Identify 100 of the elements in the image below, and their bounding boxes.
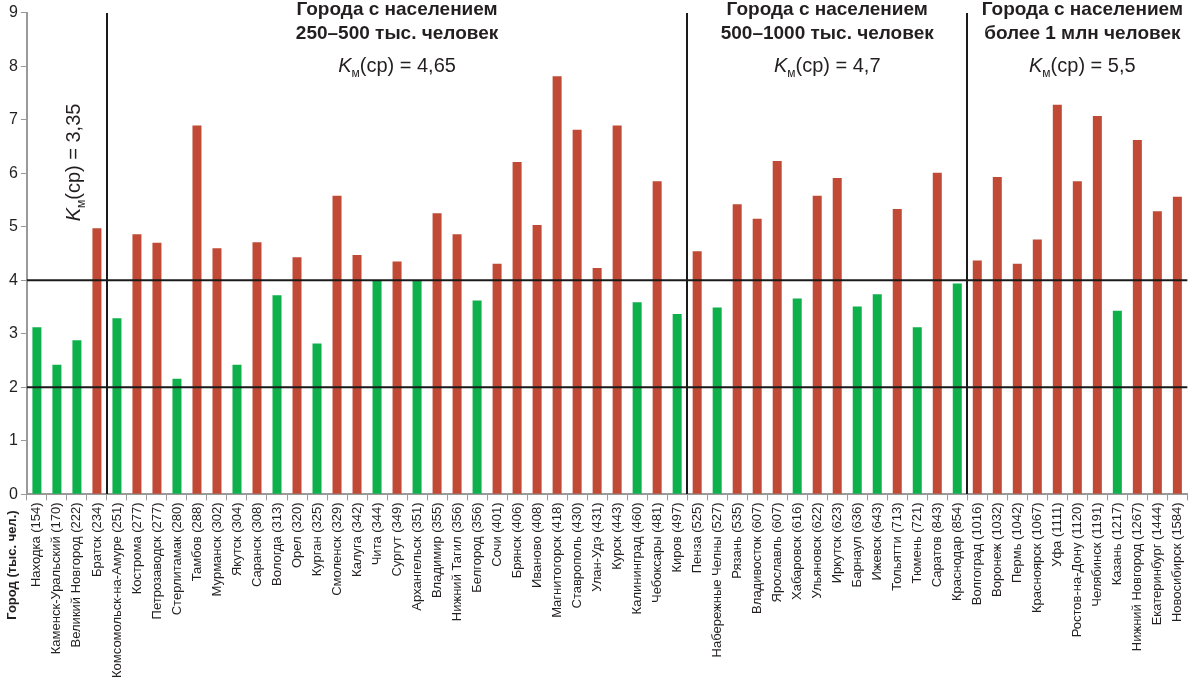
x-tick-label: Ульяновск (622) bbox=[808, 502, 824, 599]
x-tick-label: Краснодар (854) bbox=[948, 502, 964, 602]
bar bbox=[1032, 239, 1042, 494]
x-tick-label: Улан-Удэ (431) bbox=[588, 502, 604, 592]
bar bbox=[92, 228, 102, 494]
bar bbox=[1072, 181, 1082, 494]
bar bbox=[612, 125, 622, 494]
bar bbox=[972, 260, 982, 494]
bar bbox=[792, 298, 802, 494]
x-tick-label: Находка (154) bbox=[28, 502, 44, 588]
annotation: Города с населением 250–500 тыс. человек bbox=[295, 0, 499, 43]
x-tick-label: Якутск (304) bbox=[228, 502, 244, 577]
bar bbox=[352, 255, 362, 494]
bar bbox=[292, 257, 302, 494]
x-tick-label: Хабаровск (616) bbox=[788, 502, 804, 601]
bar bbox=[1152, 211, 1162, 494]
x-tick-label: Владивосток (607) bbox=[748, 502, 764, 614]
x-tick-label: Тюмень (721) bbox=[908, 502, 924, 584]
x-tick-label: Курск (443) bbox=[608, 502, 624, 570]
bar bbox=[672, 313, 682, 494]
annotation: Города с населением 500–1000 тыс. человек bbox=[720, 0, 935, 43]
x-tick-label: Владимир (355) bbox=[428, 502, 444, 599]
bar bbox=[112, 318, 122, 494]
x-tick-label: Чебоксары (481) bbox=[648, 502, 664, 603]
bar bbox=[52, 364, 62, 494]
bar bbox=[1132, 140, 1142, 494]
y-tick-label: 8 bbox=[8, 56, 18, 74]
x-tick-label: Сочи (401) bbox=[488, 502, 504, 567]
bar bbox=[732, 204, 742, 494]
bar bbox=[212, 248, 222, 494]
bar bbox=[652, 181, 662, 494]
x-tick-label: Воронеж (1032) bbox=[988, 502, 1004, 597]
bar bbox=[252, 242, 262, 494]
x-tick-label: Уфа (1111) bbox=[1048, 502, 1064, 567]
x-tick-label: Саранск (308) bbox=[248, 502, 264, 587]
x-tick-label: Мурманск (302) bbox=[208, 502, 224, 597]
bar bbox=[272, 295, 282, 494]
bar bbox=[1172, 196, 1182, 494]
x-tick-label: Брянск (406) bbox=[508, 502, 524, 579]
bar bbox=[312, 343, 322, 494]
x-tick-label: Братск (234) bbox=[88, 502, 104, 578]
x-tick-label: Комсомольск-на-Амуре (251) bbox=[108, 502, 124, 678]
bar bbox=[152, 242, 162, 494]
bar bbox=[1112, 310, 1122, 494]
bar bbox=[692, 251, 702, 494]
x-tick-label: Волгоград (1016) bbox=[968, 502, 984, 606]
bar bbox=[952, 283, 962, 494]
x-tick-label: Белгород (356) bbox=[468, 502, 484, 593]
bar bbox=[192, 125, 202, 494]
bar bbox=[912, 327, 922, 494]
bar bbox=[1012, 263, 1022, 494]
bar bbox=[472, 300, 482, 494]
x-tick-label: Иркутск (623) bbox=[828, 502, 844, 584]
bar bbox=[132, 234, 142, 494]
x-tick-label: Казань (1217) bbox=[1108, 502, 1124, 586]
x-tick-label: Нижний Тагил (356) bbox=[448, 502, 464, 622]
x-tick-label: Иваново (408) bbox=[528, 502, 544, 589]
bar bbox=[632, 302, 642, 494]
bar bbox=[772, 160, 782, 494]
x-tick-label: Курган (325) bbox=[308, 502, 324, 577]
bar bbox=[932, 172, 942, 494]
bar bbox=[392, 261, 402, 494]
x-tick-label: Тамбов (288) bbox=[188, 502, 204, 582]
annotation: Города с населением более 1 млн человек bbox=[981, 0, 1183, 43]
x-tick-label: Смоленск (329) bbox=[328, 502, 344, 596]
x-tick-label: Барнаул (636) bbox=[848, 502, 864, 588]
x-tick-label: Набережные Челны (527) bbox=[708, 502, 724, 658]
bar bbox=[892, 209, 902, 494]
x-tick-label: Ижевск (643) bbox=[868, 502, 884, 581]
bar bbox=[532, 225, 542, 494]
y-tick-label: 9 bbox=[8, 3, 18, 21]
x-tick-label: Новосибирск (1584) bbox=[1168, 502, 1184, 623]
bar bbox=[812, 195, 822, 494]
x-tick-label: Ставрополь (430) bbox=[568, 502, 584, 609]
bar bbox=[492, 263, 502, 494]
x-tick-label: Ростов-на-Дону (1120) bbox=[1068, 502, 1084, 638]
bar bbox=[172, 378, 182, 494]
bar bbox=[72, 340, 82, 494]
bar bbox=[232, 364, 242, 494]
bar bbox=[332, 195, 342, 494]
text: Город (тыс. чел.) bbox=[4, 510, 20, 620]
x-tick-label: Каменск-Уральский (170) bbox=[48, 502, 64, 655]
x-tick-label: Великий Новгород (222) bbox=[68, 502, 84, 648]
x-tick-label: Пенза (525) bbox=[688, 502, 704, 574]
bar bbox=[872, 294, 882, 494]
y-tick-label: 3 bbox=[8, 324, 18, 342]
x-tick-label: Екатеринбург (1444) bbox=[1148, 502, 1164, 626]
bar bbox=[752, 218, 762, 494]
x-tick-label: Красноярск (1067) bbox=[1028, 502, 1044, 613]
x-tick-label: Ярославль (607) bbox=[768, 502, 784, 603]
bar bbox=[832, 178, 842, 494]
y-tick-label: 6 bbox=[8, 163, 18, 181]
y-tick-label: 2 bbox=[8, 377, 18, 395]
x-tick-label: Рязань (535) bbox=[728, 502, 744, 579]
bar bbox=[372, 280, 382, 494]
x-tick-label: Орел (320) bbox=[288, 502, 304, 569]
bar bbox=[552, 76, 562, 494]
y-tick-label: 5 bbox=[8, 217, 18, 235]
x-tick-label: Сургут (349) bbox=[388, 502, 404, 577]
x-tick-label: Нижний Новгород (1267) bbox=[1128, 502, 1144, 652]
